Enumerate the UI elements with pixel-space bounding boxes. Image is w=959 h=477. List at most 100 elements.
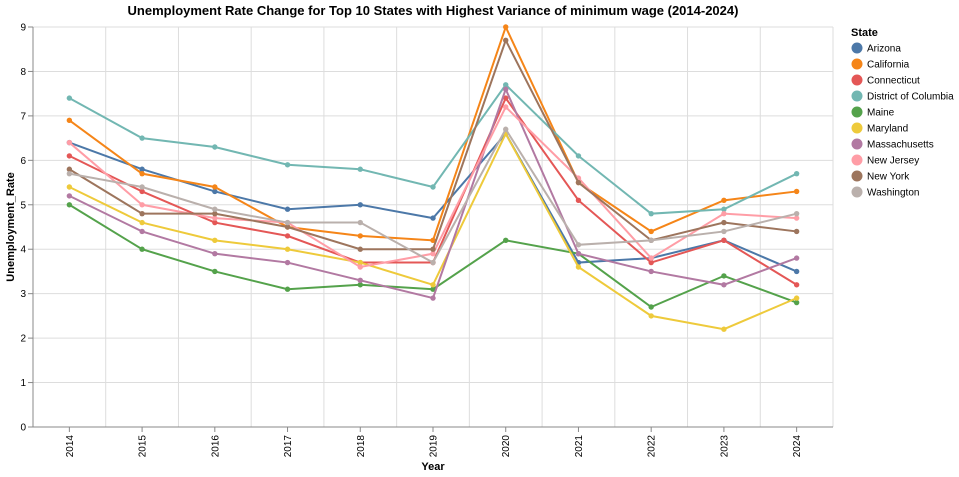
data-point-washington: [575, 242, 582, 248]
series-connecticut: [66, 95, 800, 288]
y-tick-label: 8: [20, 67, 26, 78]
data-point-arizona: [284, 206, 291, 212]
data-point-new-jersey: [721, 210, 727, 217]
y-tick-label: 4: [20, 245, 26, 256]
legend-label: Arizona: [867, 44, 901, 55]
y-tick-label: 0: [20, 423, 26, 434]
data-point-california: [503, 24, 509, 30]
data-point-maryland: [721, 326, 727, 332]
data-point-arizona: [430, 215, 436, 221]
chart-title: Unemployment Rate Change for Top 10 Stat…: [128, 3, 739, 18]
data-point-massachusetts: [648, 268, 654, 275]
legend-item-new-york: New York: [851, 170, 910, 183]
x-tick-label: 2020: [501, 435, 512, 458]
data-point-new-jersey: [66, 139, 73, 146]
data-point-district-of-columbia: [357, 166, 363, 172]
data-point-massachusetts: [66, 193, 73, 199]
legend-item-arizona: Arizona: [851, 42, 901, 55]
data-point-district-of-columbia: [793, 170, 800, 177]
data-point-washington: [721, 228, 727, 235]
y-tick-label: 5: [20, 200, 26, 211]
legend: State Arizona California Connecticut Distri…: [851, 27, 954, 199]
data-point-arizona: [212, 188, 218, 195]
data-point-district-of-columbia: [503, 82, 509, 88]
x-axis-title: Year: [421, 461, 445, 473]
legend-label: Maryland: [867, 124, 908, 135]
legend-item-connecticut: Connecticut: [851, 74, 920, 87]
legend-item-maine: Maine: [851, 106, 895, 119]
legend-swatch: [851, 74, 863, 86]
data-point-district-of-columbia: [575, 153, 582, 159]
legend-swatch: [851, 138, 863, 150]
legend-swatch: [851, 106, 863, 118]
data-point-connecticut: [139, 188, 145, 195]
data-point-new-york: [66, 166, 73, 172]
data-point-california: [357, 233, 363, 239]
series-massachusetts: [66, 86, 800, 301]
legend-label: New Jersey: [867, 156, 919, 167]
x-tick-label: 2014: [65, 435, 76, 458]
y-tick-label: 1: [20, 378, 26, 389]
x-tick-label: 2021: [574, 435, 585, 458]
series-washington: [66, 126, 800, 266]
data-point-arizona: [793, 268, 800, 275]
y-tick-label: 2: [20, 334, 26, 345]
data-point-maine: [357, 282, 363, 288]
x-tick-label: 2023: [719, 435, 730, 458]
legend-item-washington: Washington: [851, 186, 919, 199]
legend-label: Connecticut: [867, 76, 920, 87]
data-point-new-jersey: [430, 250, 436, 257]
data-point-district-of-columbia: [648, 210, 654, 217]
series-lines: [66, 24, 800, 332]
data-point-connecticut: [284, 233, 291, 239]
data-point-washington: [284, 219, 291, 226]
series-district-of-columbia: [66, 82, 800, 217]
data-point-new-jersey: [648, 255, 654, 261]
data-point-new-york: [284, 224, 291, 230]
data-point-arizona: [357, 202, 363, 208]
data-point-maryland: [648, 313, 654, 319]
legend-item-new-jersey: New Jersey: [851, 154, 919, 167]
data-point-massachusetts: [284, 259, 291, 266]
x-tick-label: 2017: [283, 435, 294, 458]
data-point-massachusetts: [721, 282, 727, 288]
y-axis-title: Unemployment_Rate: [5, 172, 17, 281]
y-tick-label: 7: [20, 111, 26, 122]
data-point-maryland: [139, 219, 145, 226]
data-point-massachusetts: [430, 295, 436, 301]
series-new-york: [66, 37, 800, 252]
data-point-connecticut: [648, 259, 654, 266]
legend-swatch: [851, 122, 863, 134]
legend-swatch: [851, 58, 863, 70]
data-point-new-jersey: [212, 215, 218, 221]
data-point-maine: [284, 286, 291, 292]
series-maryland: [66, 130, 800, 332]
legend-swatch: [851, 42, 863, 54]
data-point-massachusetts: [575, 250, 582, 257]
data-point-massachusetts: [212, 250, 218, 257]
data-point-connecticut: [721, 237, 727, 244]
data-point-district-of-columbia: [284, 162, 291, 168]
data-point-maine: [430, 286, 436, 292]
data-point-maryland: [575, 264, 582, 270]
x-tick-label: 2016: [210, 435, 221, 458]
data-point-massachusetts: [139, 228, 145, 235]
data-point-california: [212, 184, 218, 190]
x-tick-label: 2022: [647, 435, 658, 458]
data-point-washington: [648, 237, 654, 244]
data-point-new-york: [212, 210, 218, 217]
data-point-washington: [139, 184, 145, 190]
data-point-connecticut: [575, 197, 582, 204]
data-point-connecticut: [212, 219, 218, 226]
data-point-maryland: [793, 295, 800, 301]
data-point-connecticut: [66, 153, 73, 159]
x-tick-label: 2019: [429, 435, 440, 458]
gridlines: [32, 26, 834, 428]
data-point-washington: [503, 126, 509, 132]
data-point-district-of-columbia: [721, 206, 727, 212]
data-point-arizona: [139, 166, 145, 172]
data-point-maine: [139, 246, 145, 252]
data-point-maine: [212, 268, 218, 275]
data-point-washington: [212, 206, 218, 212]
